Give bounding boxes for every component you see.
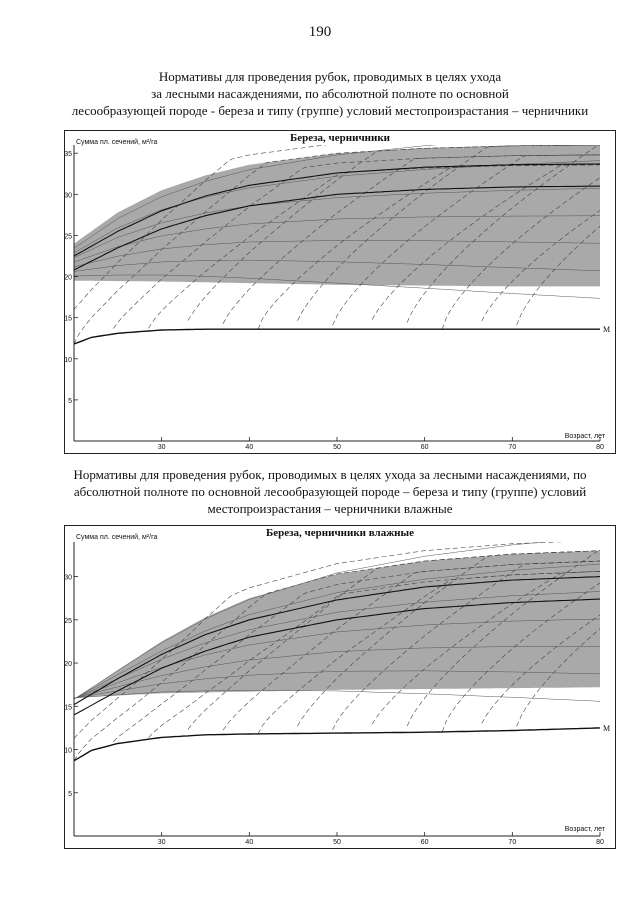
series-line-m <box>73 328 600 345</box>
chart2-y-axis-label: Сумма пл. сечений, м²/га <box>76 534 158 541</box>
series-line <box>73 163 601 257</box>
y-tick-label: 25 <box>65 618 72 625</box>
thin-curves <box>74 542 600 702</box>
series-label: M <box>603 724 610 733</box>
series-label: M <box>603 325 610 334</box>
x-tick-label: 50 <box>333 839 341 846</box>
x-tick-label: 30 <box>158 839 166 846</box>
chart1-x-axis-label: Возраст, лет <box>564 433 605 440</box>
y-tick-label: 30 <box>65 192 72 199</box>
y-tick-label: 15 <box>65 704 72 711</box>
y-tick-label: 10 <box>65 748 72 755</box>
y-tick-label: 5 <box>68 791 72 798</box>
heading-line: Нормативы для проведения рубок, проводим… <box>73 467 587 482</box>
x-tick-label: 40 <box>245 839 253 846</box>
x-tick-label: 60 <box>421 839 429 846</box>
heading-line: местопроизрастания – черничники влажные <box>207 501 453 516</box>
chart-birch-bilberry: M 5 10 15 20 25 30 35 30 40 50 60 70 80 Береза, черни… <box>64 130 616 454</box>
chart1-heading: Нормативы для проведения рубок, проводим… <box>40 68 620 119</box>
chart2-heading: Нормативы для проведения рубок, проводим… <box>40 466 620 517</box>
chart2-plot-area: M 5 10 15 20 25 30 30 40 50 60 70 80 <box>65 542 610 846</box>
y-tick-label: 5 <box>68 398 72 405</box>
page-number: 190 <box>308 24 332 40</box>
x-tick-label: 40 <box>245 444 253 451</box>
series-line <box>73 598 601 716</box>
series-line <box>73 576 601 706</box>
y-tick-label: 10 <box>65 357 72 364</box>
chart1-y-axis-label: Сумма пл. сечений, м²/га <box>76 139 158 146</box>
heading-line: Нормативы для проведения рубок, проводим… <box>158 69 502 84</box>
y-tick-label: 35 <box>65 151 72 158</box>
heading-line: лесообразующей породе - береза и типу (г… <box>71 103 589 118</box>
chart2-x-axis-label: Возраст, лет <box>564 826 605 833</box>
series-line-m <box>73 727 601 762</box>
chart1-plot-area: M 5 10 15 20 25 30 35 30 40 50 60 70 80 <box>65 145 610 451</box>
x-tick-label: 70 <box>508 444 516 451</box>
heading-line: абсолютной полноте по основной лесообраз… <box>73 484 587 499</box>
x-tick-label: 30 <box>158 444 166 451</box>
chart-birch-bilberry-wet: M 5 10 15 20 25 30 30 40 50 60 70 80 Береза, черничн… <box>64 525 616 849</box>
x-tick-label: 80 <box>596 839 604 846</box>
heading-line: за лесными насаждениями, по абсолютной п… <box>151 86 509 101</box>
x-tick-label: 60 <box>421 444 429 451</box>
x-tick-label: 80 <box>596 444 604 451</box>
y-tick-label: 20 <box>65 661 72 668</box>
shaded-band <box>74 550 600 700</box>
x-tick-label: 70 <box>508 839 516 846</box>
shaded-band <box>74 145 600 287</box>
y-tick-label: 15 <box>65 316 72 323</box>
y-tick-label: 20 <box>65 275 72 282</box>
series-line <box>73 185 601 271</box>
dashed-curves <box>74 542 600 761</box>
chart2-title: Береза, черничники влажные <box>265 527 414 539</box>
y-tick-label: 30 <box>65 575 72 582</box>
y-tick-label: 25 <box>65 233 72 240</box>
x-tick-label: 50 <box>333 444 341 451</box>
chart1-title: Береза, черничники <box>289 132 390 144</box>
